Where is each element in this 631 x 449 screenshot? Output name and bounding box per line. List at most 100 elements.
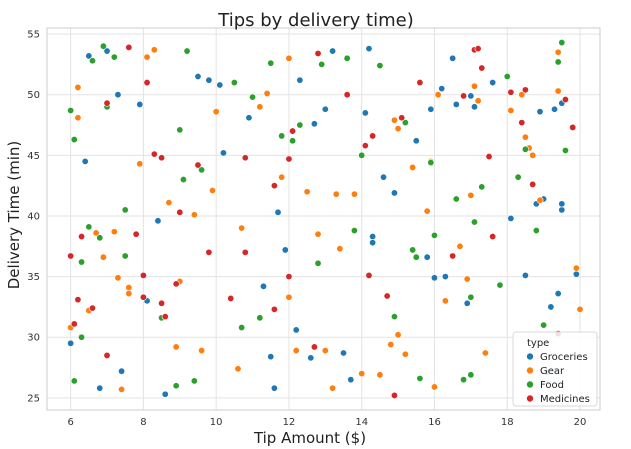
data-point-medicines: [78, 233, 86, 241]
data-point-gear: [456, 242, 464, 250]
data-point-food: [467, 371, 475, 379]
data-point-groceries: [321, 105, 329, 113]
data-point-food: [358, 151, 366, 159]
data-point-medicines: [194, 161, 202, 169]
plot-frame: [46, 27, 601, 411]
data-point-groceries: [205, 76, 213, 84]
data-point-medicines: [125, 43, 133, 51]
data-point-food: [70, 136, 78, 144]
data-point-groceries: [369, 239, 377, 247]
data-point-food: [409, 246, 417, 254]
data-point-medicines: [561, 96, 569, 104]
data-point-gear: [507, 106, 515, 114]
data-point-food: [467, 293, 475, 301]
legend-label: Medicines: [540, 394, 590, 405]
y-tick-label: 30: [27, 333, 40, 344]
data-point-food: [172, 382, 180, 390]
x-tick-label: 18: [501, 417, 514, 428]
data-point-gear: [321, 347, 329, 355]
data-point-medicines: [460, 92, 468, 100]
data-point-food: [376, 62, 384, 70]
data-point-gear: [332, 190, 340, 198]
data-point-food: [314, 259, 322, 267]
data-point-gear: [474, 97, 482, 105]
data-point-food: [514, 173, 522, 181]
x-axis-label: Tip Amount ($): [253, 429, 366, 447]
data-point-gear: [110, 228, 118, 236]
data-point-food: [412, 253, 420, 261]
data-point-groceries: [572, 270, 580, 278]
data-point-food: [296, 121, 304, 129]
data-point-medicines: [241, 248, 249, 256]
data-point-groceries: [310, 120, 318, 128]
data-point-medicines: [507, 88, 515, 96]
data-point-groceries: [307, 354, 315, 362]
data-point-food: [401, 119, 409, 127]
data-point-gear: [99, 253, 107, 261]
data-point-food: [176, 126, 184, 134]
data-point-gear: [198, 347, 206, 355]
data-point-food: [278, 132, 286, 140]
data-point-medicines: [227, 294, 235, 302]
data-point-groceries: [430, 274, 438, 282]
data-point-gear: [212, 108, 220, 116]
data-point-gear: [518, 91, 526, 99]
x-tick-label: 10: [210, 417, 223, 428]
data-point-gear: [74, 83, 82, 91]
data-point-gear: [172, 343, 180, 351]
data-point-gear: [190, 211, 198, 219]
data-point-gear: [521, 133, 529, 141]
data-point-groceries: [96, 384, 104, 392]
legend: type Groceries Gear Food Medicines: [512, 331, 598, 407]
data-point-food: [190, 377, 198, 385]
data-point-groceries: [551, 105, 559, 113]
legend-title: type: [527, 338, 549, 349]
data-point-groceries: [136, 100, 144, 108]
data-point-medicines: [365, 271, 373, 279]
data-point-medicines: [478, 64, 486, 72]
data-point-gear: [114, 274, 122, 282]
data-point-groceries: [547, 303, 555, 311]
legend-marker: [526, 366, 534, 375]
data-point-medicines: [270, 305, 278, 313]
data-point-medicines: [132, 230, 140, 238]
x-tick-label: 8: [140, 417, 146, 428]
data-point-gear: [125, 284, 133, 292]
data-points: [67, 39, 584, 399]
data-point-medicines: [361, 142, 369, 150]
data-point-food: [121, 206, 129, 214]
legend-marker: [526, 380, 534, 389]
y-tick-label: 55: [27, 30, 40, 41]
data-point-gear: [263, 89, 271, 97]
data-point-medicines: [103, 99, 111, 107]
data-point-gear: [150, 46, 158, 54]
data-point-gear: [572, 264, 580, 272]
series-groceries: [67, 45, 580, 398]
data-point-groceries: [281, 246, 289, 254]
data-point-medicines: [383, 292, 391, 300]
data-point-groceries: [361, 109, 369, 117]
data-point-medicines: [241, 154, 249, 162]
series-food: [67, 39, 569, 390]
legend-box: [512, 331, 598, 407]
data-point-medicines: [474, 45, 482, 53]
series-gear: [67, 46, 584, 393]
data-point-medicines: [88, 304, 96, 312]
data-point-food: [85, 223, 93, 231]
data-point-food: [249, 93, 257, 101]
data-point-gear: [409, 163, 417, 171]
y-axis-ticks: 25 30 35 40 45 50 55: [27, 30, 40, 405]
data-point-gear: [74, 114, 82, 122]
y-tick-label: 35: [27, 272, 40, 283]
data-point-food: [430, 231, 438, 239]
y-tick-label: 50: [27, 90, 40, 101]
data-point-gear: [314, 230, 322, 238]
data-point-gear: [136, 160, 144, 168]
data-point-gear: [554, 87, 562, 95]
data-point-groceries: [347, 376, 355, 384]
data-point-food: [238, 324, 246, 332]
data-point-groceries: [467, 92, 475, 100]
data-point-medicines: [289, 127, 297, 135]
data-point-food: [416, 374, 424, 382]
